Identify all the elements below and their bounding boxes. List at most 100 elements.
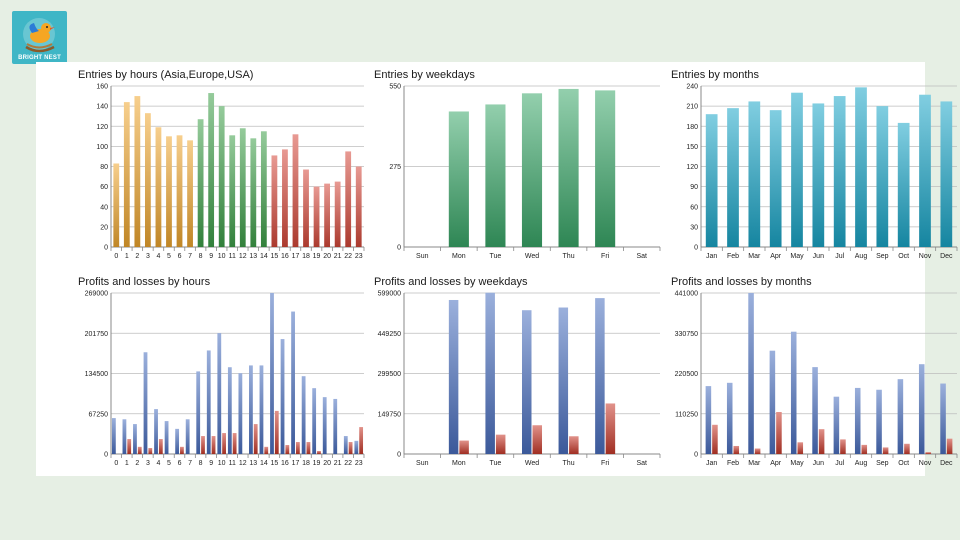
y-tick-label: 60	[690, 204, 698, 211]
x-tick-label: 20	[323, 253, 331, 260]
bar	[876, 106, 889, 247]
bar-series-1	[833, 396, 840, 454]
bar-series-2	[733, 445, 740, 454]
bar-series-2	[201, 436, 205, 454]
x-tick-label: 22	[344, 253, 352, 260]
bar-series-1	[448, 299, 459, 454]
bar	[113, 163, 120, 247]
x-tick-label: Jan	[706, 460, 717, 467]
bar	[123, 102, 130, 247]
bar-series-1	[270, 293, 274, 454]
bar-series-1	[249, 365, 253, 454]
x-tick-label: Jun	[813, 253, 824, 260]
bar-series-1	[122, 419, 127, 454]
x-tick-label: Jun	[813, 460, 824, 467]
x-tick-label: Mon	[452, 460, 466, 467]
bar-series-1	[291, 311, 295, 454]
y-tick-label: 449250	[378, 331, 401, 338]
bar	[833, 96, 846, 247]
y-tick-label: 0	[104, 452, 108, 459]
bar-series-1	[333, 398, 338, 454]
x-tick-label: 3	[146, 460, 150, 467]
y-tick-label: 550	[389, 84, 401, 91]
bar	[218, 106, 225, 247]
x-tick-label: 22	[344, 460, 352, 467]
x-tick-label: Jul	[835, 253, 844, 260]
bar	[303, 169, 309, 247]
chart-title: Entries by hours (Asia,Europe,USA)	[78, 69, 253, 81]
bar	[558, 88, 579, 247]
bar	[292, 134, 299, 247]
x-tick-label: 7	[188, 253, 192, 260]
chart-entries-by-months: Entries by months 0 30 60 90 120 150 180 210 240 J…	[669, 66, 959, 272]
bar-series-1	[196, 371, 201, 454]
chart-title: Entries by weekdays	[374, 69, 475, 81]
y-tick-label: 100	[96, 144, 108, 151]
x-tick-label: Apr	[770, 253, 782, 260]
bar-series-1	[854, 387, 861, 454]
bar	[176, 135, 183, 247]
chart-entries-by-hours: Entries by hours (Asia,Europe,USA) 0 20 40 6…	[76, 66, 366, 272]
y-tick-label: 210	[686, 104, 698, 111]
y-tick-label: 149750	[378, 411, 401, 418]
x-tick-label: Oct	[898, 253, 909, 260]
y-tick-label: 0	[397, 245, 401, 252]
x-tick-label: 23	[355, 460, 363, 467]
bar-series-1	[312, 388, 317, 454]
bar-series-1	[812, 367, 818, 454]
x-tick-label: 23	[355, 253, 363, 260]
bar-series-2	[754, 448, 761, 454]
x-tick-label: Sep	[876, 460, 889, 467]
x-tick-label: 0	[114, 460, 118, 467]
bar-series-2	[211, 436, 216, 454]
bar-series-2	[137, 446, 142, 454]
bar-series-2	[180, 446, 184, 454]
x-tick-label: 14	[260, 460, 268, 467]
x-tick-label: Thu	[563, 253, 575, 260]
x-tick-label: Thu	[563, 460, 575, 467]
bar-series-1	[343, 436, 348, 454]
dashboard-panel: Entries by hours (Asia,Europe,USA) 0 20 40 6…	[36, 62, 958, 476]
x-tick-label: 15	[270, 460, 278, 467]
x-tick-label: Mon	[452, 253, 466, 260]
bar	[897, 122, 910, 247]
chart-title: Profits and losses by weekdays	[374, 276, 528, 288]
bar-series-1	[897, 379, 904, 454]
y-tick-label: 120	[686, 164, 698, 171]
x-tick-label: 13	[249, 253, 257, 260]
bar	[271, 155, 278, 247]
chart-title: Profits and losses by hours	[78, 276, 211, 288]
x-tick-label: 18	[302, 253, 310, 260]
bar-series-1	[206, 350, 211, 454]
bar	[208, 93, 215, 247]
x-tick-label: 3	[146, 253, 150, 260]
x-tick-label: 21	[334, 253, 342, 260]
bar	[187, 140, 193, 247]
chart-title: Entries by months	[671, 69, 760, 81]
chart-title: Profits and losses by months	[671, 276, 812, 288]
x-tick-label: Sep	[876, 253, 889, 260]
y-tick-label: 441000	[675, 291, 698, 298]
chart-pl-by-months: Profits and losses by months 0 110250 22050…	[669, 273, 959, 479]
y-tick-label: 599000	[378, 291, 401, 298]
bar-series-1	[164, 421, 169, 454]
brand-name: BRIGHT NEST	[18, 55, 61, 61]
bar	[521, 93, 543, 248]
bar-series-1	[726, 382, 733, 454]
bar-series-1	[769, 350, 776, 454]
y-tick-label: 0	[104, 245, 108, 252]
bar-series-2	[274, 410, 279, 454]
bar-series-2	[712, 424, 718, 454]
bar	[250, 138, 257, 247]
y-tick-label: 30	[690, 224, 698, 231]
x-tick-label: Aug	[855, 253, 868, 260]
x-tick-label: 12	[239, 253, 247, 260]
bar-series-1	[521, 310, 532, 454]
bar-series-1	[705, 386, 712, 454]
x-tick-label: 16	[281, 253, 289, 260]
x-tick-label: 8	[199, 253, 203, 260]
bar	[748, 101, 761, 247]
bar-series-2	[569, 436, 579, 454]
bar-series-1	[940, 383, 946, 454]
brand-logo: BRIGHT NEST	[12, 11, 67, 64]
